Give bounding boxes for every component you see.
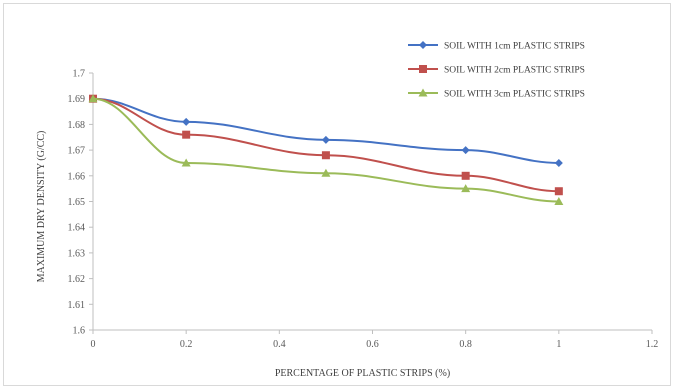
x-tick-label: 1.2 [646,339,659,350]
x-tick-label: 0.2 [180,339,193,350]
y-tick-label: 1.69 [68,94,86,105]
x-tick-label: 0.8 [459,339,472,350]
data-point [554,158,563,167]
legend-marker [419,41,427,49]
legend-label: SOIL WITH 3cm PLASTIC STRIPS [444,90,585,100]
data-point [321,168,331,177]
y-axis-label: MAXIMUM DRY DENSITY (G/CC) [36,131,47,283]
data-point [182,117,191,126]
axes [89,72,653,334]
x-tick-label: 0.4 [273,339,286,350]
y-tick-label: 1.61 [68,300,86,311]
y-tick-label: 1.64 [68,223,86,234]
y-tick-label: 1.67 [68,146,86,157]
x-tick-label: 0 [91,339,96,350]
data-point [182,130,191,139]
data-point [461,184,471,193]
y-tick-label: 1.66 [68,171,86,182]
x-tick-label: 1 [556,339,561,350]
legend: SOIL WITH 1cm PLASTIC STRIPS SOIL WITH 2c… [408,41,585,100]
series-line [92,97,559,193]
y-tick-label: 1.65 [68,197,86,208]
data-point [461,146,470,155]
series-group [88,94,564,205]
x-tick-label: 0.6 [366,339,379,350]
y-tick-label: 1.62 [68,274,86,285]
y-tick-label: 1.68 [68,120,86,131]
x-axis-label: PERCENTAGE OF PLASTIC STRIPS (%) [275,368,450,379]
data-point [88,94,98,103]
data-point [554,197,564,205]
data-point [554,187,563,196]
data-point [321,135,330,144]
data-point [181,158,191,167]
legend-marker [419,65,427,73]
tick-labels: 1.6 1.61 1.62 1.63 1.64 1.65 1.66 1.67 1.68 1.69 1… [68,69,659,351]
legend-label: SOIL WITH 2cm PLASTIC STRIPS [444,66,585,76]
legend-marker [418,88,428,97]
legend-label: SOIL WITH 1cm PLASTIC STRIPS [444,42,585,52]
y-tick-label: 1.7 [73,69,86,80]
series-2 [89,94,563,196]
data-point [321,151,330,160]
series-3 [88,94,564,205]
y-tick-label: 1.63 [68,248,86,259]
data-point [461,171,470,180]
y-tick-label: 1.6 [73,326,86,337]
series-line [92,97,559,203]
